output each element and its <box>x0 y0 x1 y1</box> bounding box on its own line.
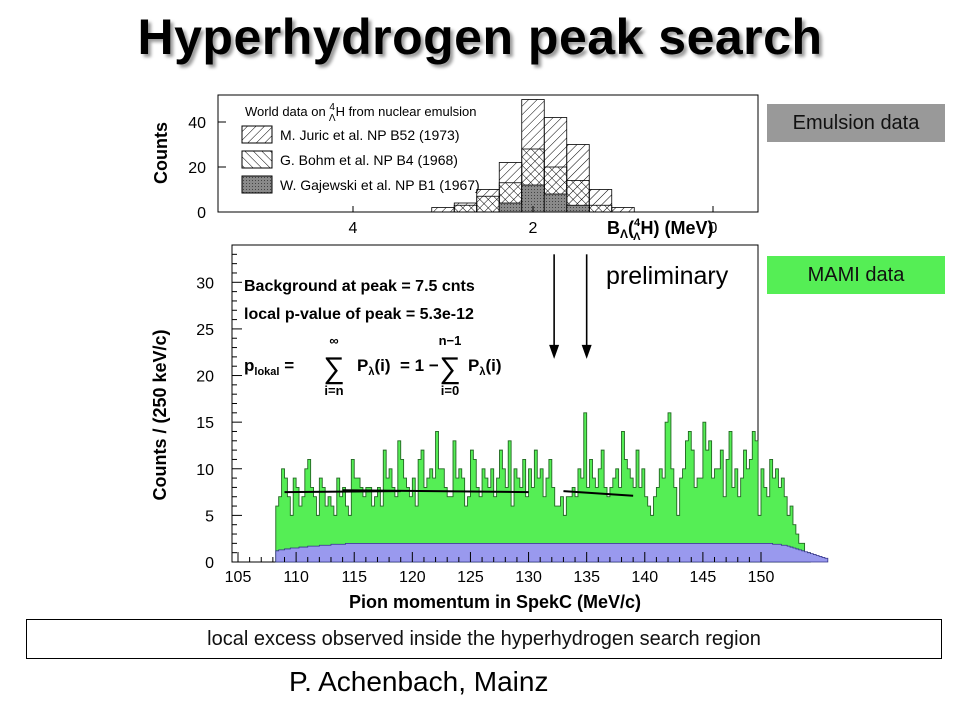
arrow-head-0 <box>549 344 560 359</box>
formula-sum1-upper: ∞ <box>329 333 338 348</box>
emulsion-y-tick-label: 20 <box>188 160 206 177</box>
legend-entry-gajewski: W. Gajewski et al. NP B1 (1967) <box>280 177 480 193</box>
emulsion-bar-1-6 <box>588 204 613 213</box>
emulsion-x-label: BΛ(4 ΛH) (MeV) <box>607 217 713 243</box>
mami-y-tick-label: 10 <box>196 462 214 479</box>
formula-sum2-lower: i=0 <box>441 383 459 398</box>
mami-y-tick-label: 30 <box>196 275 214 292</box>
mami-x-tick-label: 105 <box>225 569 252 586</box>
background-histogram <box>275 542 829 563</box>
emulsion-x-tick-label: 2 <box>529 220 538 237</box>
mami-x-tick-label: 110 <box>283 569 309 586</box>
mami-x-tick-label: 135 <box>573 569 600 586</box>
emulsion-x-tick-label: 4 <box>349 220 358 237</box>
formula-term1: P <box>357 356 368 375</box>
emulsion-x-axis: 4 2 0 <box>349 206 718 237</box>
xlabel-paren: ( <box>628 218 634 238</box>
background-fit-line-1 <box>342 489 529 494</box>
formula-middle: = 1 − <box>400 356 439 375</box>
svg-text:plokal =: plokal = <box>244 356 294 378</box>
xlabel-sub-lambda: Λ <box>620 227 628 241</box>
emulsion-histogram <box>431 99 635 213</box>
mami-y-tick-label: 20 <box>196 369 214 386</box>
footer-note: local excess observed inside the hyperhy… <box>26 619 942 659</box>
emulsion-y-tick-label: 0 <box>197 205 206 222</box>
arrow-head-1 <box>581 344 592 359</box>
emulsion-y-label: Counts <box>151 122 171 184</box>
mami-x-tick-label: 115 <box>341 569 367 586</box>
legend-swatch-gajewski <box>241 175 273 194</box>
mami-y-tick-label: 15 <box>196 415 214 432</box>
legend-entry-juric: M. Juric et al. NP B52 (1973) <box>280 127 459 143</box>
emulsion-bar-1-0 <box>453 204 478 213</box>
emulsion-bar-0-8 <box>611 207 635 213</box>
mami-y-tick-label: 25 <box>196 322 214 339</box>
legend-swatch-juric <box>241 125 273 144</box>
emulsion-y-axis: 0 20 40 <box>188 115 226 222</box>
emulsion-bar-2-0 <box>498 202 523 213</box>
formula-sum1-lower: i=n <box>324 383 343 398</box>
mami-x-label: Pion momentum in SpekC (MeV/c) <box>349 592 641 612</box>
mami-x-tick-label: 145 <box>690 569 717 586</box>
emulsion-bar-2-2 <box>543 193 568 213</box>
formula-p: p <box>244 356 254 375</box>
legend-title: World data on 4 ΛH from nuclear emulsion <box>245 102 476 124</box>
mami-chart: 0 5 10 15 20 25 30 105 110 115 120 125 130 135 140 145… <box>150 244 829 612</box>
search-region-arrows <box>549 254 592 359</box>
author-credit: P. Achenbach, Mainz <box>289 666 549 697</box>
mami-y-axis: 0 5 10 15 20 25 30 <box>196 245 242 572</box>
mami-background-lines <box>284 489 634 497</box>
formula-sum2-upper: n−1 <box>439 333 462 348</box>
emulsion-legend: World data on 4 ΛH from nuclear emulsion … <box>241 102 480 194</box>
xlabel-b: B <box>607 218 620 238</box>
mami-x-tick-label: 125 <box>457 569 484 586</box>
annotation-background: Background at peak = 7.5 cnts <box>244 278 475 295</box>
background-fit-line-2 <box>563 490 634 497</box>
mami-x-tick-label: 130 <box>515 569 542 586</box>
emulsion-y-tick-label: 40 <box>188 115 206 132</box>
mami-x-tick-label: 150 <box>748 569 775 586</box>
formula-term2: P <box>468 356 479 375</box>
mami-x-tick-label: 120 <box>399 569 426 586</box>
svg-text:Pλ(i): Pλ(i) <box>357 356 391 378</box>
preliminary-label: preliminary <box>606 262 729 290</box>
legend-entry-bohm: G. Bohm et al. NP B4 (1968) <box>280 152 458 168</box>
formula-sum2-sigma: ∑ <box>439 352 460 385</box>
legend-swatch-bohm <box>241 150 273 169</box>
mami-y-tick-label: 0 <box>205 555 214 572</box>
emulsion-x-tick-label: 0 <box>709 220 718 237</box>
mami-y-label: Counts / (250 keV/c) <box>150 329 170 500</box>
emulsion-bar-0-0 <box>431 207 455 213</box>
emulsion-bar-1-1 <box>476 195 500 213</box>
mami-x-axis: 105 110 115 120 125 130 135 140 145 150 <box>225 552 775 586</box>
emulsion-data-tag: Emulsion data <box>767 104 945 142</box>
xlabel-sup-4: 4 <box>634 217 641 229</box>
signal-histogram <box>275 412 811 563</box>
formula-p-sub: lokal <box>254 366 279 378</box>
mami-histogram <box>275 412 829 563</box>
svg-text:BΛ(4ΛH) (MeV): BΛ(4 ΛH) (MeV) <box>607 217 713 243</box>
page-title: Hyperhydrogen peak search <box>137 9 823 65</box>
svg-text:Pλ(i): Pλ(i) <box>468 356 502 378</box>
xlabel-sub-lambda2: Λ <box>633 231 641 243</box>
p-value-formula: plokal = ∞ ∑ i=n Pλ(i) = 1 − n−1 ∑ i=0 P… <box>244 333 502 398</box>
formula-sum1-sigma: ∑ <box>323 352 344 385</box>
mami-data-tag: MAMI data <box>767 256 945 294</box>
xlabel-rest: H) (MeV) <box>640 218 713 238</box>
mami-y-tick-label: 5 <box>205 508 214 525</box>
annotation-pvalue: local p-value of peak = 5.3e-12 <box>244 306 474 323</box>
mami-x-tick-label: 140 <box>631 569 658 586</box>
emulsion-bar-2-3 <box>566 204 590 213</box>
